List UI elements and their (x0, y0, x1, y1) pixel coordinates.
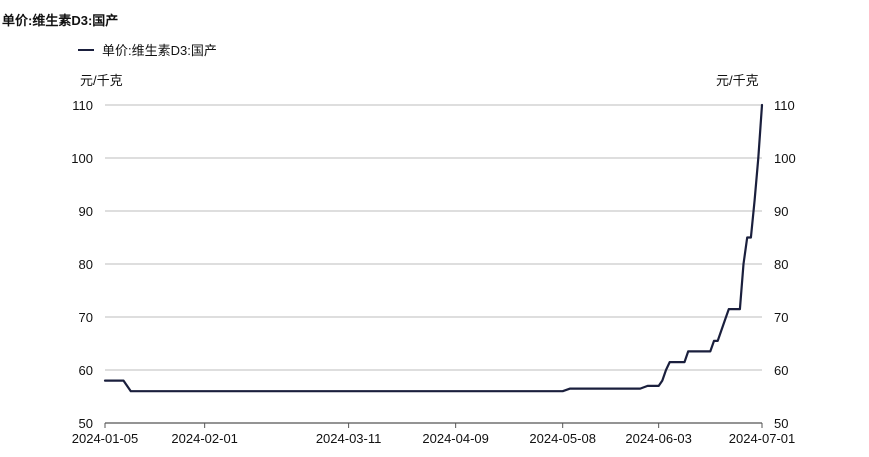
x-tick-label: 2024-07-01 (729, 431, 796, 446)
y-tick-label-right: 60 (774, 363, 788, 378)
right-axis-unit: 元/千克 (716, 73, 759, 88)
y-tick-label-left: 110 (72, 98, 93, 113)
x-tick-label: 2024-02-01 (171, 431, 238, 446)
y-tick-label-left: 60 (79, 363, 93, 378)
gridlines (105, 104, 762, 424)
x-tick-label: 2024-06-03 (625, 431, 692, 446)
left-y-axis: 110 100 90 80 70 60 50 (71, 98, 93, 431)
x-tick-label: 2024-04-09 (422, 431, 489, 446)
legend-label: 单价:维生素D3:国产 (102, 43, 217, 58)
y-tick-label-left: 100 (71, 151, 93, 166)
y-tick-label-right: 70 (774, 310, 788, 325)
chart-title: 单价:维生素D3:国产 (2, 13, 119, 28)
left-axis-unit: 元/千克 (80, 73, 123, 88)
y-tick-label-right: 110 (774, 98, 795, 113)
x-axis: 2024-01-05 2024-02-01 2024-03-11 2024-04-09… (72, 423, 796, 446)
y-tick-label-left: 50 (79, 416, 93, 431)
y-tick-label-right: 90 (774, 204, 788, 219)
y-tick-label-left: 70 (79, 310, 93, 325)
y-tick-label-left: 90 (79, 204, 93, 219)
series-line (103, 103, 764, 393)
x-tick-label: 2024-05-08 (529, 431, 596, 446)
x-tick-label: 2024-01-05 (72, 431, 139, 446)
right-y-axis: 110 100 90 80 70 60 50 (774, 98, 796, 431)
series-group (103, 103, 764, 393)
y-tick-label-right: 80 (774, 257, 788, 272)
y-tick-label-right: 100 (774, 151, 796, 166)
y-tick-label-right: 50 (774, 416, 788, 431)
y-tick-label-left: 80 (79, 257, 93, 272)
legend: 单价:维生素D3:国产 (78, 40, 217, 59)
legend-line-swatch (78, 48, 94, 51)
x-tick-label: 2024-03-11 (316, 431, 382, 446)
